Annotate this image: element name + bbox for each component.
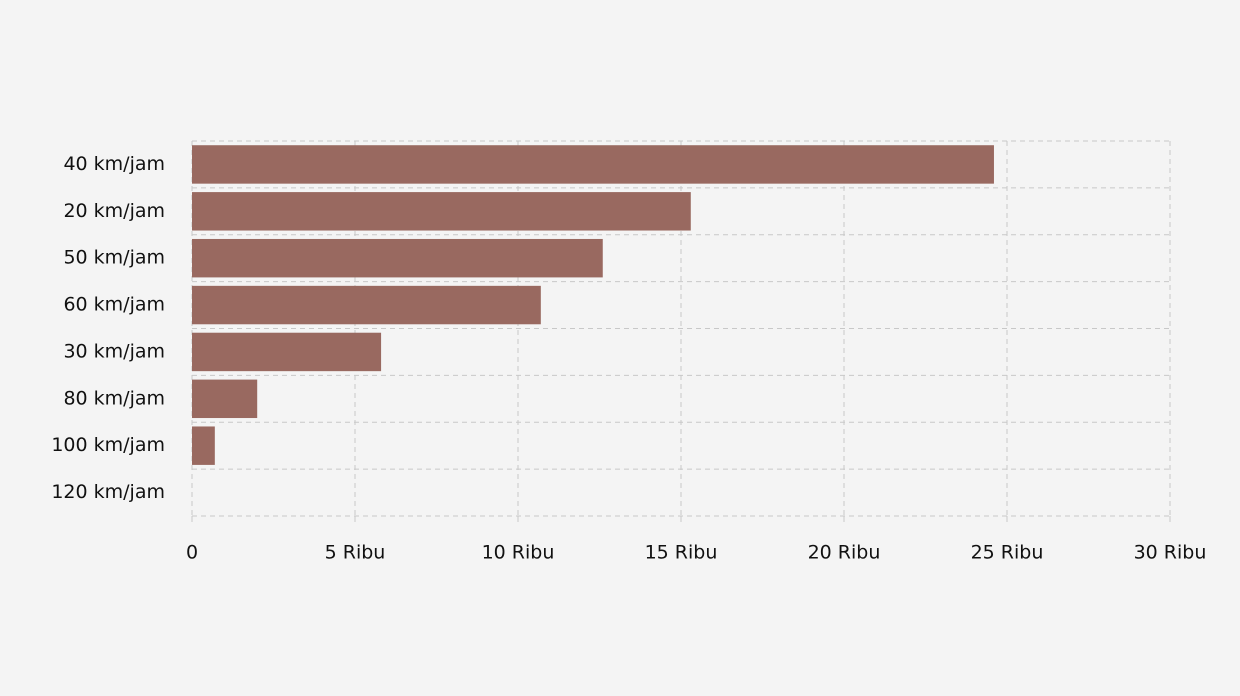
- y-tick-label: 30 km/jam: [63, 340, 165, 362]
- bar: [192, 426, 215, 465]
- x-tick-label: 10 Ribu: [482, 542, 555, 564]
- bar: [192, 379, 258, 419]
- y-tick-label: 60 km/jam: [63, 294, 165, 316]
- y-tick-label: 20 km/jam: [63, 200, 165, 222]
- bar: [192, 145, 994, 184]
- x-tick-label: 5 Ribu: [325, 542, 386, 564]
- bar: [192, 238, 603, 278]
- bar: [192, 192, 691, 231]
- y-tick-label: 50 km/jam: [63, 247, 165, 269]
- x-tick-label: 0: [186, 542, 198, 564]
- y-tick-label: 100 km/jam: [51, 434, 165, 456]
- x-tick-label: 30 Ribu: [1134, 542, 1207, 564]
- y-tick-label: 40 km/jam: [63, 153, 165, 175]
- bar: [192, 285, 541, 325]
- x-tick-label: 15 Ribu: [645, 542, 718, 564]
- y-tick-label: 120 km/jam: [51, 481, 165, 503]
- y-tick-label: 80 km/jam: [63, 387, 165, 409]
- x-tick-label: 25 Ribu: [971, 542, 1044, 564]
- x-tick-label: 20 Ribu: [808, 542, 881, 564]
- bar: [192, 332, 382, 372]
